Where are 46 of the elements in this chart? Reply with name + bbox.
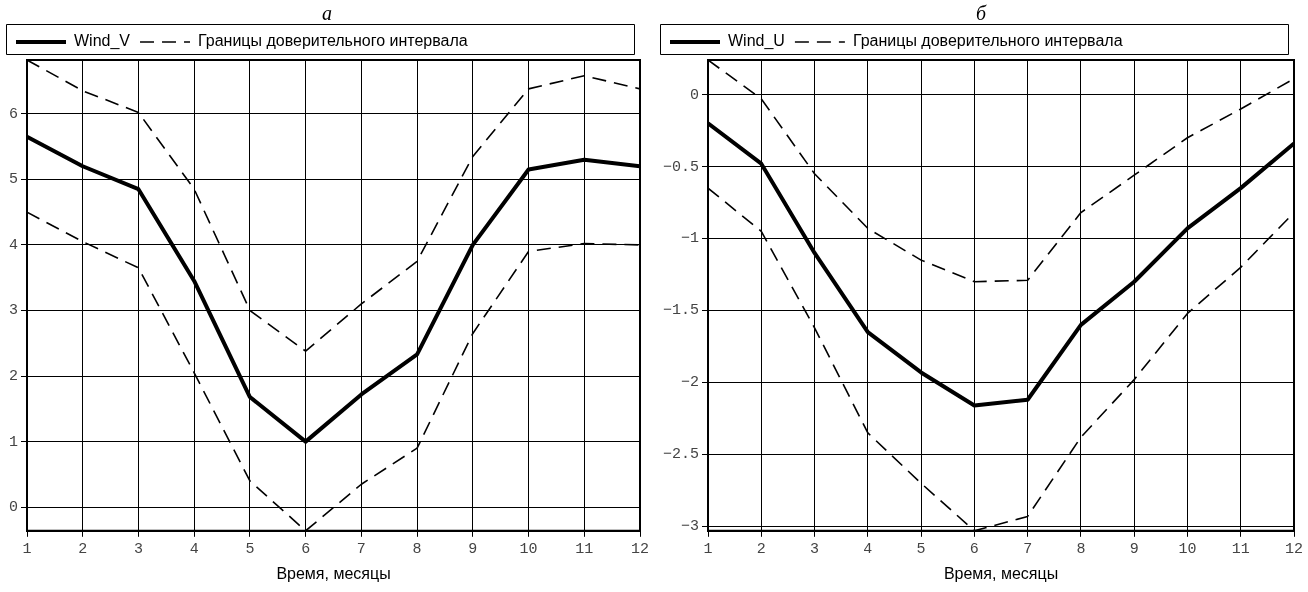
y-tick-label: −1.5 <box>662 302 700 320</box>
x-tick-label: 9 <box>1129 540 1139 558</box>
legend-label: Границы доверительного интервала <box>852 32 1123 50</box>
x-tick-label: 5 <box>916 540 926 558</box>
y-tick-label: −2.5 <box>662 446 700 464</box>
y-tick-label: 0 <box>689 86 700 104</box>
legend-label: Wind_U <box>728 32 785 51</box>
x-tick-label: 12 <box>1284 540 1304 558</box>
y-tick-label: 4 <box>8 236 18 254</box>
y-tick-label: −1 <box>680 230 700 248</box>
legend-label: Границы доверительного интервала <box>198 32 468 50</box>
chart-title: а <box>321 2 333 25</box>
x-tick-label: 7 <box>356 540 366 558</box>
x-tick-label: 5 <box>245 540 255 558</box>
y-tick-label: −2 <box>680 374 700 392</box>
x-tick-label: 1 <box>703 540 713 558</box>
y-tick-label: 5 <box>8 171 18 189</box>
y-tick-label: 3 <box>8 302 18 320</box>
x-tick-label: 1 <box>22 540 32 558</box>
x-tick-label: 3 <box>133 540 143 558</box>
x-tick-label: 9 <box>468 540 478 558</box>
y-tick-label: 6 <box>8 105 18 123</box>
legend-label: Wind_V <box>74 32 131 51</box>
x-axis-title: Время, месяцы <box>276 564 391 582</box>
x-tick-label: 6 <box>301 540 311 558</box>
x-tick-label: 4 <box>863 540 873 558</box>
x-tick-label: 10 <box>519 540 538 558</box>
x-tick-label: 11 <box>575 540 594 558</box>
y-tick-label: 1 <box>8 433 18 451</box>
x-tick-label: 3 <box>810 540 820 558</box>
x-tick-label: 4 <box>189 540 199 558</box>
x-axis-title: Время, месяцы <box>943 564 1059 582</box>
x-tick-label: 11 <box>1231 540 1250 558</box>
x-tick-label: 10 <box>1178 540 1197 558</box>
y-tick-label: −3 <box>680 518 700 536</box>
x-tick-label: 8 <box>1076 540 1086 558</box>
chart-title: б <box>974 2 988 25</box>
y-tick-label: −0.5 <box>662 158 700 176</box>
x-tick-label: 7 <box>1023 540 1033 558</box>
x-tick-label: 2 <box>756 540 766 558</box>
x-tick-label: 2 <box>78 540 88 558</box>
y-tick-label: 2 <box>8 368 18 386</box>
x-tick-label: 6 <box>969 540 979 558</box>
x-tick-label: 12 <box>630 540 650 558</box>
x-tick-label: 8 <box>412 540 422 558</box>
y-tick-label: 0 <box>8 499 18 517</box>
